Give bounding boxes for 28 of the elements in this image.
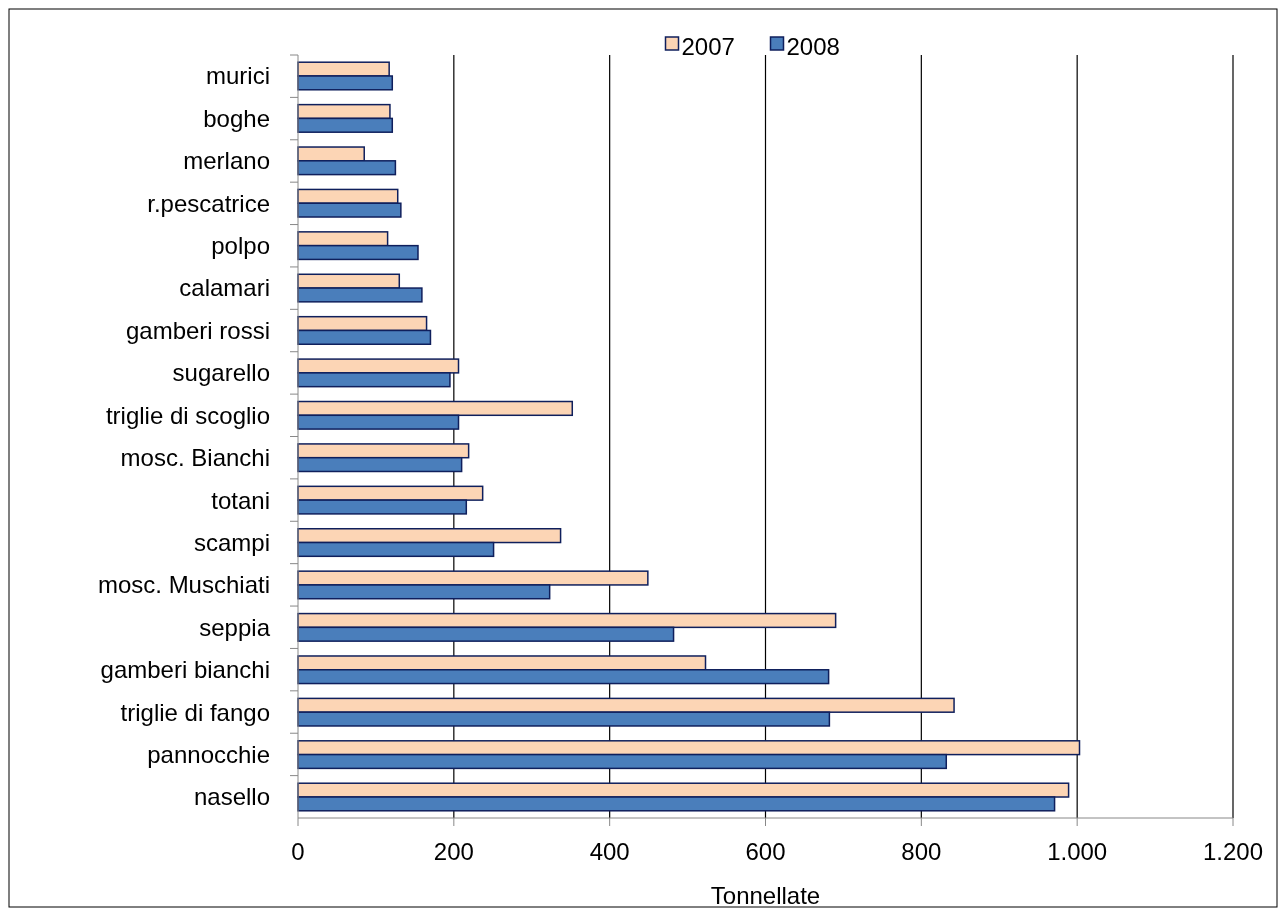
y-tick-label: sugarello (172, 359, 270, 387)
x-tick-label: 1.000 (1047, 838, 1108, 865)
y-tick-label: boghe (203, 104, 270, 132)
y-tick-label: gamberi bianchi (100, 656, 270, 684)
x-tick-label: 0 (291, 838, 305, 865)
y-tick-label: seppia (199, 613, 271, 641)
y-tick-label: r.pescatrice (147, 189, 270, 217)
x-tick-label: 200 (433, 838, 474, 865)
x-tick-label: 600 (745, 838, 786, 865)
y-tick-label: merlano (183, 147, 270, 175)
y-tick-label: polpo (211, 232, 270, 260)
y-tick-label: totani (211, 486, 270, 514)
legend-label: 2008 (786, 33, 840, 61)
y-tick-label: scampi (193, 528, 270, 556)
x-tick-label: 800 (901, 838, 942, 865)
x-tick-label: 1.200 (1202, 838, 1264, 865)
y-tick-label: mosc. Bianchi (120, 444, 270, 472)
y-tick-label: triglie di fango (120, 698, 270, 726)
legend-label: 2007 (681, 33, 735, 61)
y-tick-label: murici (206, 62, 270, 90)
y-tick-label: mosc. Muschiati (97, 571, 270, 599)
y-tick-label: triglie di scoglio (105, 401, 270, 429)
y-tick-label: nasello (193, 783, 270, 811)
y-tick-label: calamari (179, 274, 270, 302)
x-tick-label: 400 (589, 838, 630, 865)
y-tick-label: gamberi rossi (125, 316, 270, 344)
x-axis-title: Tonnellate (710, 882, 821, 909)
y-tick-label: pannocchie (147, 740, 270, 768)
